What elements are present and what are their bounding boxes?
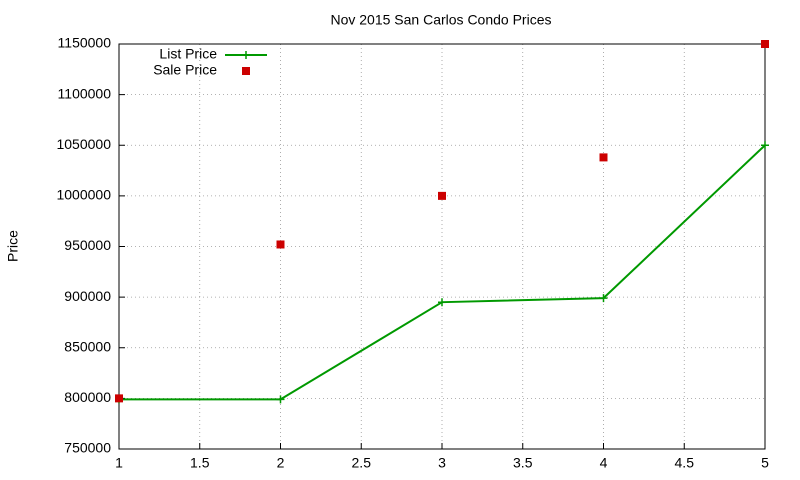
y-tick-label: 900000	[64, 288, 111, 304]
x-tick-label: 4.5	[675, 455, 695, 471]
x-tick-label: 5	[761, 455, 769, 471]
scatter-point	[438, 191, 446, 200]
y-tick-label: 800000	[64, 389, 111, 405]
y-tick-label: 1050000	[56, 136, 111, 152]
scatter-point	[115, 394, 123, 403]
point-marker	[438, 298, 446, 307]
x-tick-label: 3	[438, 455, 446, 471]
x-tick-label: 1.5	[190, 455, 210, 471]
point-marker	[761, 141, 769, 150]
y-tick-label: 1150000	[58, 35, 112, 51]
x-tick-label: 4	[600, 455, 608, 471]
y-tick-label: 850000	[64, 338, 111, 354]
plot-border	[118, 43, 766, 450]
legend-swatch	[242, 67, 250, 75]
scatter-point	[276, 240, 285, 249]
legend-swatch	[242, 51, 250, 59]
legend-label: List Price	[159, 46, 217, 62]
y-tick-label: 950000	[64, 237, 111, 253]
x-tick-label: 2.5	[352, 455, 372, 471]
legend-label: Sale Price	[153, 62, 217, 78]
chart-title: Nov 2015 San Carlos Condo Prices	[330, 12, 551, 28]
point-marker	[276, 395, 285, 404]
x-tick-label: 2	[277, 455, 285, 471]
y-tick-label: 1000000	[56, 187, 111, 203]
x-tick-label: 1	[115, 455, 123, 471]
y-tick-label: 750000	[64, 440, 111, 456]
y-axis-label: Price	[5, 230, 21, 262]
y-tick-label: 1100000	[58, 85, 112, 101]
point-marker	[599, 294, 608, 303]
x-tick-label: 3.5	[513, 455, 533, 471]
scatter-point	[599, 153, 608, 162]
scatter-point	[761, 40, 769, 48]
